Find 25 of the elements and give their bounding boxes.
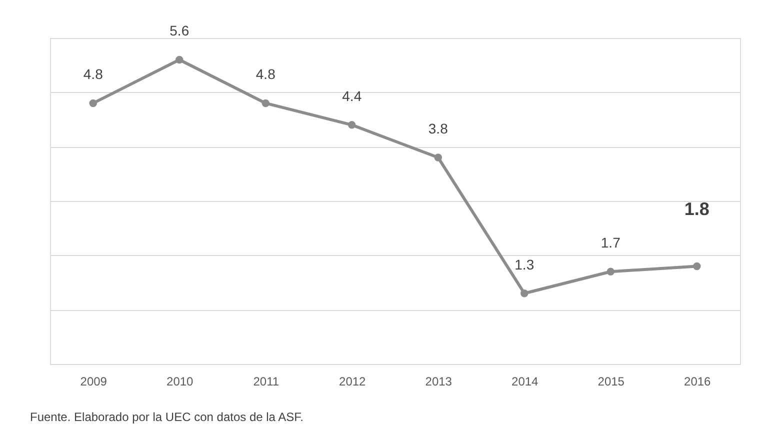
x-tick-label: 2016 <box>684 374 712 388</box>
x-tick-label: 2009 <box>80 374 108 388</box>
point <box>262 99 270 108</box>
x-tick-label: 2015 <box>598 374 625 388</box>
point <box>176 56 184 64</box>
data-label: 1.7 <box>600 234 621 251</box>
x-tick-label: 2010 <box>166 374 194 388</box>
data-label: 1.8 <box>684 199 710 220</box>
point <box>606 268 614 276</box>
point <box>89 99 97 108</box>
point <box>693 262 701 270</box>
x-tick-label: 2012 <box>339 374 366 388</box>
x-tick-label: 2011 <box>253 374 280 388</box>
data-label: 4.8 <box>83 66 104 82</box>
data-label: 1.3 <box>514 256 534 272</box>
point <box>348 121 356 129</box>
point <box>520 290 528 298</box>
x-tick-label: 2013 <box>425 374 452 388</box>
x-tick-label: 2014 <box>512 374 539 388</box>
data-label: 4.4 <box>342 88 362 104</box>
data-label: 5.6 <box>170 22 190 39</box>
data-label: 4.8 <box>256 66 276 82</box>
source-note: Fuente. Elaborado por la UEC con datos de la ASF. <box>30 410 304 424</box>
data-label: 3.8 <box>428 120 448 137</box>
point <box>434 154 442 162</box>
